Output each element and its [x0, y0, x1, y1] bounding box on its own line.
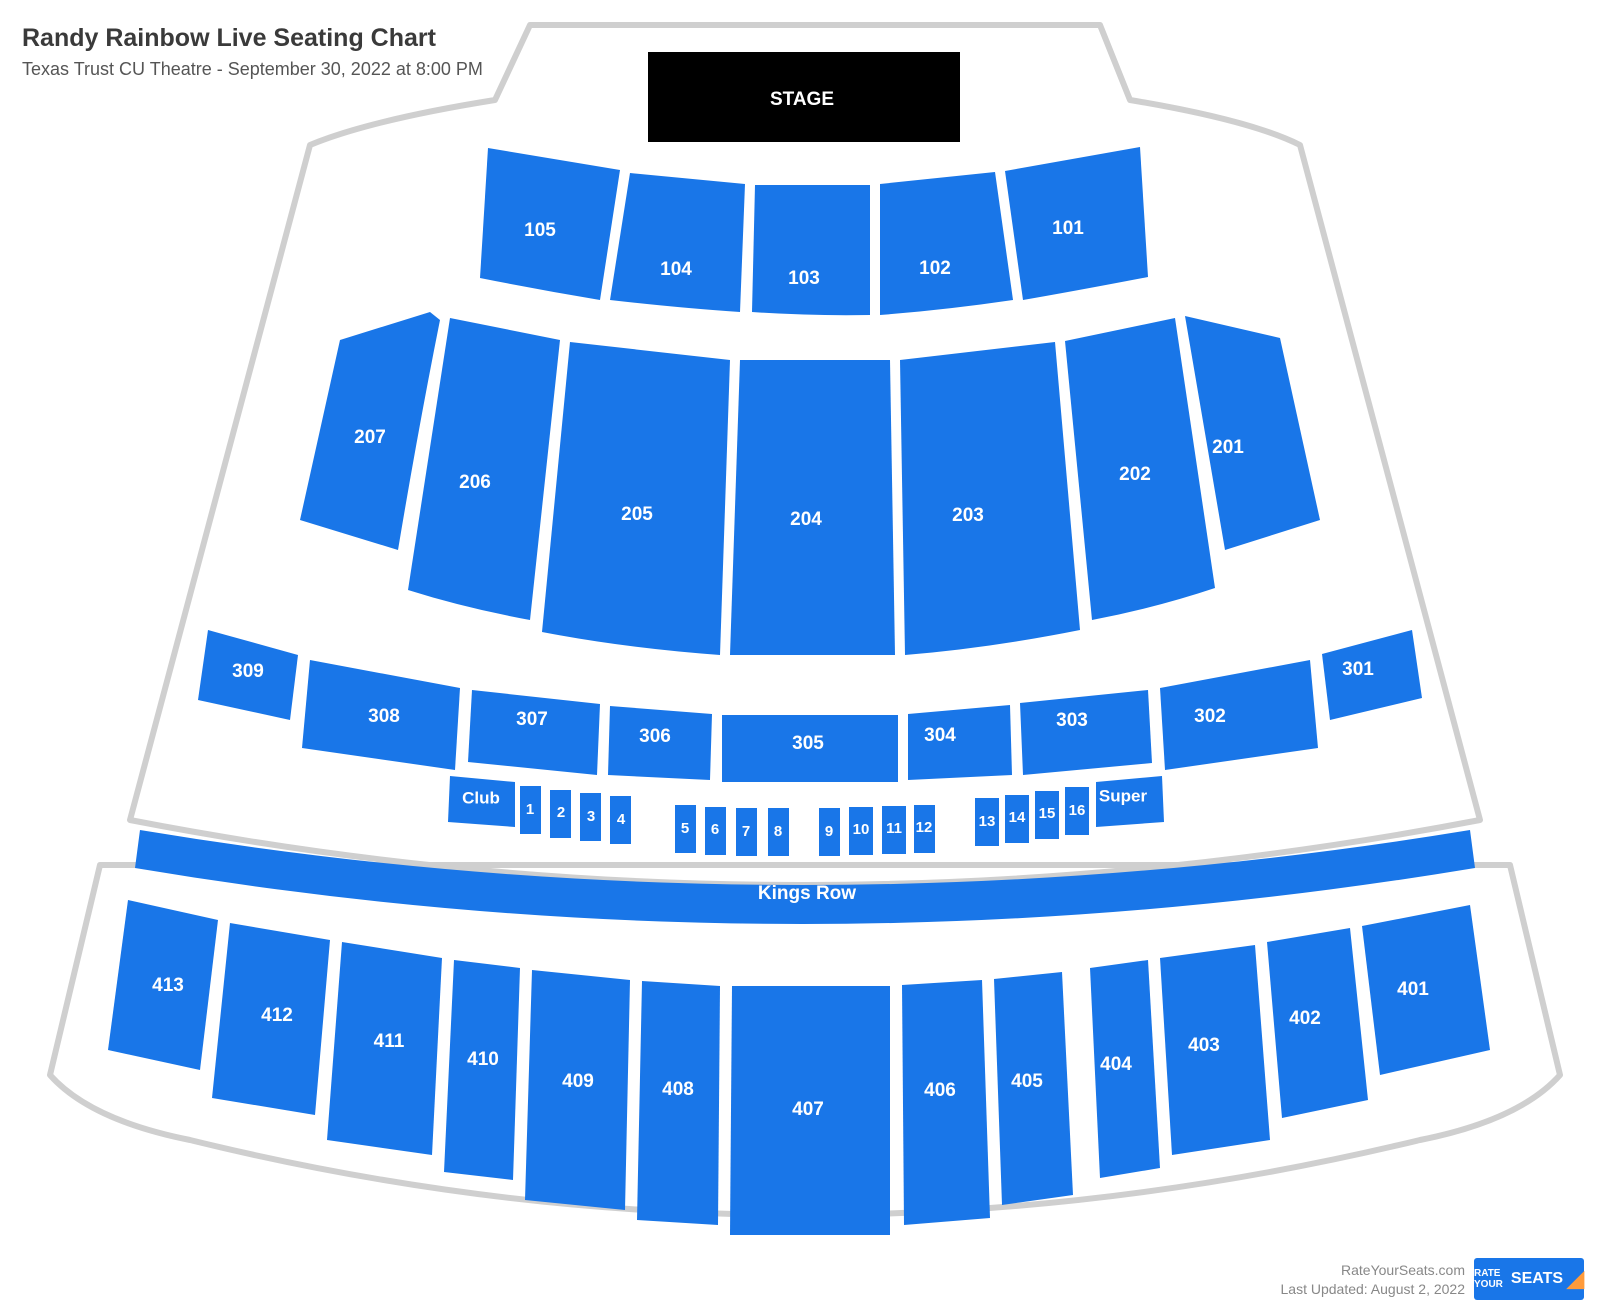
section-301[interactable]: 301	[1322, 630, 1422, 720]
footer-updated: Last Updated: August 2, 2022	[1281, 1280, 1465, 1300]
section-404[interactable]: 404	[1090, 960, 1160, 1178]
seating-chart: STAGE 1051041031021012072062052042032022…	[0, 0, 1600, 1310]
section-103[interactable]: 103	[752, 185, 870, 315]
section-402[interactable]: 402	[1267, 928, 1368, 1118]
section-403[interactable]: 403	[1160, 945, 1270, 1155]
logo: RATE YOUR SEATS ◢	[1474, 1258, 1584, 1300]
section-205[interactable]: 205	[542, 342, 730, 655]
section-411[interactable]: 411	[327, 942, 442, 1155]
section-101[interactable]: 101	[1005, 147, 1148, 300]
section-Super[interactable]: Super	[1096, 776, 1164, 827]
section-307[interactable]: 307	[468, 690, 600, 775]
suite-13[interactable]: 13	[975, 798, 999, 846]
section-406[interactable]: 406	[902, 980, 990, 1225]
section-401[interactable]: 401	[1362, 905, 1490, 1075]
section-204[interactable]: 204	[730, 360, 895, 655]
suite-12[interactable]: 12	[914, 805, 935, 853]
section-308[interactable]: 308	[302, 660, 460, 770]
suite-4[interactable]: 4	[610, 796, 631, 844]
suite-3[interactable]: 3	[580, 793, 601, 841]
suite-11[interactable]: 11	[882, 806, 906, 854]
section-309[interactable]: 309	[198, 630, 298, 720]
suite-7[interactable]: 7	[736, 808, 757, 856]
section-408[interactable]: 408	[637, 981, 720, 1225]
suite-9[interactable]: 9	[819, 808, 840, 856]
section-405[interactable]: 405	[994, 972, 1073, 1205]
section-102[interactable]: 102	[880, 172, 1013, 315]
section-407[interactable]: 407	[730, 986, 890, 1235]
kings-row[interactable]: Kings Row	[135, 830, 1475, 924]
suite-6[interactable]: 6	[705, 807, 726, 855]
stage-label: STAGE	[770, 89, 834, 110]
section-201[interactable]: 201	[1185, 316, 1320, 550]
logo-icon: ◢	[1567, 1266, 1584, 1292]
section-412[interactable]: 412	[212, 923, 330, 1115]
section-304[interactable]: 304	[908, 705, 1012, 780]
section-302[interactable]: 302	[1160, 660, 1318, 770]
suite-14[interactable]: 14	[1005, 795, 1029, 843]
section-413[interactable]: 413	[108, 900, 218, 1070]
section-207[interactable]: 207	[300, 312, 440, 550]
section-203[interactable]: 203	[900, 342, 1080, 655]
section-104[interactable]: 104	[610, 173, 745, 312]
section-409[interactable]: 409	[525, 970, 630, 1210]
section-305[interactable]: 305	[722, 715, 898, 782]
section-306[interactable]: 306	[608, 706, 712, 780]
suite-8[interactable]: 8	[768, 808, 789, 856]
suite-15[interactable]: 15	[1035, 791, 1059, 839]
section-Club[interactable]: Club	[448, 776, 515, 827]
suite-10[interactable]: 10	[849, 807, 873, 855]
suite-1[interactable]: 1	[520, 786, 541, 834]
suite-16[interactable]: 16	[1065, 787, 1089, 835]
footer: RateYourSeats.com Last Updated: August 2…	[1281, 1261, 1465, 1300]
section-202[interactable]: 202	[1065, 318, 1215, 620]
section-410[interactable]: 410	[444, 960, 520, 1180]
section-303[interactable]: 303	[1020, 690, 1152, 775]
section-105[interactable]: 105	[480, 148, 620, 300]
footer-site: RateYourSeats.com	[1281, 1261, 1465, 1281]
suite-2[interactable]: 2	[550, 790, 571, 838]
suite-5[interactable]: 5	[675, 805, 696, 853]
